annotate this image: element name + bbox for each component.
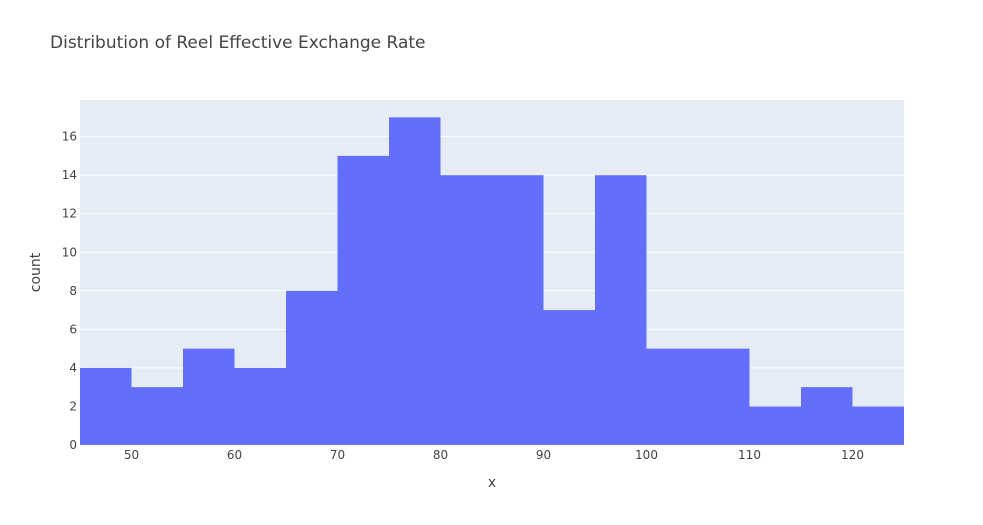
y-tick-label: 4 — [69, 361, 77, 375]
y-axis-title: count — [28, 252, 44, 292]
histogram-bar[interactable] — [749, 406, 802, 445]
x-tick-label: 50 — [124, 448, 139, 462]
x-tick-label: 60 — [227, 448, 242, 462]
y-tick-label: 14 — [62, 168, 77, 182]
y-tick-label: 0 — [69, 438, 77, 452]
y-tick-label: 16 — [62, 130, 77, 144]
x-tick-label: 110 — [738, 448, 761, 462]
x-axis-title: x — [488, 475, 496, 491]
y-tick-label: 8 — [69, 284, 77, 298]
histogram-bar[interactable] — [389, 117, 441, 445]
x-axis-ticks: 50 60 70 80 90 100 110 120 — [124, 448, 864, 462]
histogram-bar[interactable] — [440, 175, 493, 445]
histogram-bar[interactable] — [543, 310, 596, 445]
y-tick-label: 12 — [62, 207, 77, 221]
y-axis-ticks: 0 2 4 6 8 10 12 14 16 — [62, 130, 77, 452]
histogram-bar[interactable] — [183, 348, 235, 445]
histogram-bar[interactable] — [595, 175, 647, 445]
histogram-bar[interactable] — [801, 387, 853, 445]
histogram-bar[interactable] — [646, 348, 699, 445]
histogram-bar[interactable] — [234, 367, 287, 445]
y-tick-label: 2 — [69, 399, 77, 413]
x-tick-label: 100 — [635, 448, 658, 462]
x-tick-label: 120 — [841, 448, 864, 462]
histogram-bar[interactable] — [852, 406, 905, 445]
y-tick-label: 10 — [62, 245, 77, 259]
histogram-bars — [80, 117, 904, 445]
chart-title: Distribution of Reel Effective Exchange … — [50, 33, 426, 53]
histogram-bar[interactable] — [698, 348, 750, 445]
histogram-bar[interactable] — [131, 387, 184, 445]
y-tick-label: 6 — [69, 322, 77, 336]
x-tick-label: 70 — [330, 448, 345, 462]
x-tick-label: 80 — [433, 448, 448, 462]
histogram-bar[interactable] — [337, 155, 390, 445]
histogram-bar[interactable] — [286, 290, 338, 445]
histogram-bar[interactable] — [492, 175, 544, 445]
histogram-bar[interactable] — [80, 367, 132, 445]
x-tick-label: 90 — [536, 448, 551, 462]
